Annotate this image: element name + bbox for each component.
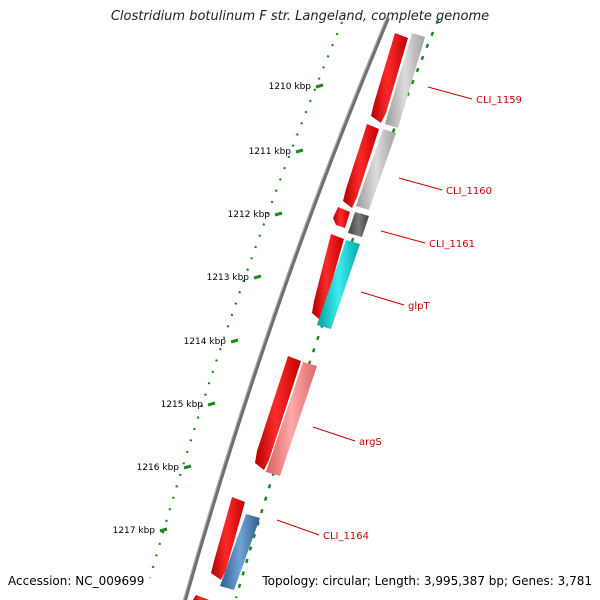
gene-labels: CLI_1159 CLI_1160 CLI_1161 glpT argS CLI_1164 [276,86,522,542]
tick-label: 1210 kbp [269,82,312,92]
gene-block-cli-1160 [356,129,396,210]
tick-mark [230,338,239,344]
tick-mark [295,148,304,154]
tick-label: 1214 kbp [184,337,227,347]
gene-label[interactable]: CLI_1160 [446,186,492,197]
tick-label: 1215 kbp [161,400,204,410]
cds-arrow [333,207,350,228]
gene-label[interactable]: CLI_1159 [476,95,522,106]
gene-track [220,33,425,590]
cds-arrow [312,234,344,320]
tick-mark [274,211,283,217]
gene-leader-line [360,291,405,306]
gene-label[interactable]: glpT [408,301,430,312]
scale-ticks: 1210 kbp 1211 kbp 1212 kbp 1213 kbp 1214 kbp… [113,82,324,536]
gene-block-cli-1161 [348,212,369,237]
accession-label: Accession: NC_009699 [8,574,145,588]
tick-mark [207,401,216,407]
tick-mark [253,274,262,280]
tick-label: 1212 kbp [228,210,271,220]
cds-arrow [193,595,209,600]
genome-summary: Topology: circular; Length: 3,995,387 bp… [262,574,592,588]
gene-leader-line [398,177,443,191]
cds-arrow [211,497,245,580]
genome-backbone-highlight [183,17,387,600]
tick-mark [183,464,192,470]
map-title: Clostridium botulinum F str. Langeland, … [110,9,490,24]
tick-label: 1211 kbp [249,147,292,157]
gene-block-cli-1159 [385,33,425,128]
cds-arrow [255,356,301,470]
gene-block-glpt [317,240,360,329]
tick-mark [159,527,168,533]
cds-arrow [371,33,408,123]
tick-label: 1216 kbp [137,463,180,473]
gene-label[interactable]: CLI_1164 [323,531,369,542]
gene-leader-line [427,86,473,100]
tick-label: 1213 kbp [207,273,250,283]
gene-leader-line [380,230,426,244]
gene-leader-line [312,426,356,442]
outer-tick-guide [148,21,344,579]
gene-leader-line [276,519,320,536]
cds-arrow [343,124,379,208]
gene-block-cli-1164 [220,514,260,590]
tick-mark [315,83,324,89]
gene-label[interactable]: argS [359,437,382,448]
cds-track [193,33,408,600]
genome-backbone [183,17,390,600]
tick-label: 1217 kbp [113,526,156,536]
gene-block-args [266,362,317,476]
gene-label[interactable]: CLI_1161 [429,239,475,250]
